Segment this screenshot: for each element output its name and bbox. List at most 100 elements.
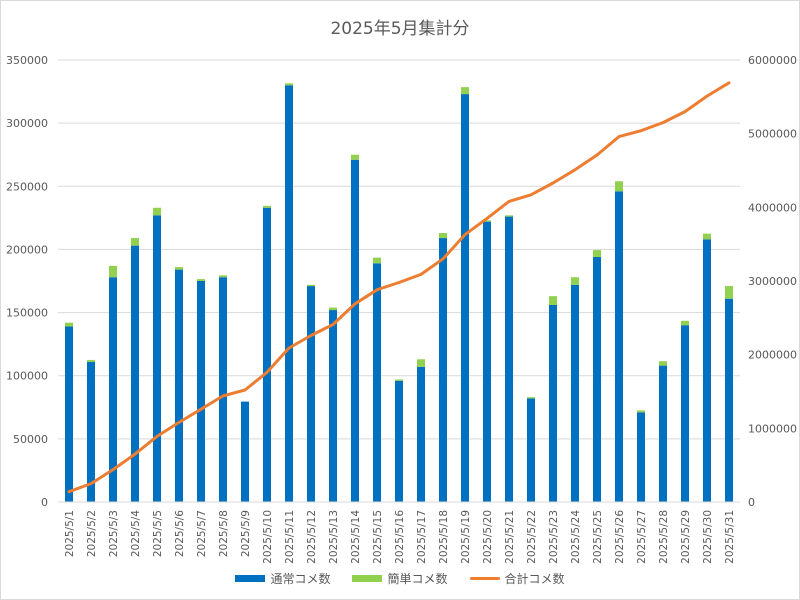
bar-simple [439,233,447,239]
bar-simple [681,320,689,326]
bar-simple [527,397,535,399]
bar-simple [285,83,293,86]
bar-normal [725,298,733,502]
legend-item-normal: 通常コメ数 [235,570,330,587]
x-tick-label: 2025/5/8 [218,510,230,557]
bar-normal [505,216,513,502]
y-left-tick-label: 100000 [6,370,48,383]
bar-simple [351,154,359,160]
bar-simple [131,238,139,246]
x-tick-label: 2025/5/26 [614,510,626,564]
y-left-tick-label: 0 [41,496,48,509]
x-tick-label: 2025/5/22 [526,510,538,564]
bar-simple [615,181,623,192]
bar-normal [307,286,315,502]
bar-simple [703,233,711,240]
bar-normal [285,85,293,502]
y-right-tick-label: 4000000 [748,201,797,214]
bar-simple [153,207,161,216]
x-tick-label: 2025/5/4 [130,510,142,557]
x-tick-label: 2025/5/12 [306,510,318,564]
bar-normal [571,284,579,502]
x-tick-label: 2025/5/2 [86,510,98,557]
x-tick-label: 2025/5/30 [702,510,714,564]
legend-label-simple: 簡単コメ数 [387,572,448,586]
bar-simple [505,215,513,217]
bar-normal [87,361,95,502]
x-tick-label: 2025/5/24 [570,510,582,564]
y-right-tick-label: 6000000 [748,54,797,67]
x-tick-label: 2025/5/25 [592,510,604,564]
bar-normal [219,277,227,502]
y-left-tick-label: 350000 [6,54,48,67]
bar-normal [65,326,73,502]
bar-simple [263,205,271,208]
x-tick-label: 2025/5/20 [482,510,494,564]
legend-item-simple: 簡単コメ数 [352,570,448,587]
x-tick-label: 2025/5/31 [724,510,736,564]
bar-simple [571,277,579,285]
x-tick-label: 2025/5/10 [262,510,274,564]
bar-simple [109,265,117,278]
y-left-tick-label: 50000 [13,433,48,446]
y-left-tick-label: 250000 [6,180,48,193]
bar-normal [351,159,359,502]
bar-simple [219,275,227,278]
x-tick-label: 2025/5/13 [328,510,340,564]
y-right-tick-label: 5000000 [748,128,797,141]
x-tick-label: 2025/5/19 [460,510,472,564]
bar-normal [527,398,535,502]
x-tick-label: 2025/5/15 [372,510,384,564]
legend-item-total: 合計コメ数 [469,570,565,587]
bar-simple [175,267,183,270]
bar-normal [681,325,689,502]
bar-normal [417,366,425,502]
x-tick-label: 2025/5/16 [394,510,406,564]
legend: 通常コメ数 簡単コメ数 合計コメ数 [0,570,800,587]
legend-swatch-normal [235,575,266,582]
bar-simple [659,361,667,366]
bar-normal [131,245,139,502]
y-left-tick-label: 300000 [6,117,48,130]
y-left-tick-label: 200000 [6,243,48,256]
y-right-tick-label: 2000000 [748,349,797,362]
x-tick-label: 2025/5/17 [416,510,428,564]
bar-normal [197,281,205,502]
bar-normal [329,310,337,502]
x-tick-label: 2025/5/5 [152,510,164,557]
x-tick-label: 2025/5/7 [196,510,208,557]
bar-simple [725,286,733,299]
bar-normal [439,238,447,502]
x-tick-label: 2025/5/6 [174,510,186,557]
bar-simple [329,307,337,311]
bar-simple [483,220,491,222]
bar-simple [637,410,645,413]
x-tick-label: 2025/5/1 [64,510,76,557]
bar-normal [263,207,271,503]
chart-title: 2025年5月集計分 [330,19,470,39]
bar-normal [175,269,183,502]
bar-normal [593,257,601,502]
x-tick-label: 2025/5/18 [438,510,450,564]
y-left-tick-label: 150000 [6,307,48,320]
series-line-total [67,81,731,494]
bar-normal [373,263,381,502]
bar-simple [65,322,73,327]
bar-simple [549,296,557,305]
x-tick-label: 2025/5/21 [504,510,516,564]
bar-normal [153,215,161,502]
bar-normal [461,94,469,503]
bar-normal [637,412,645,502]
legend-label-normal: 通常コメ数 [270,572,331,586]
bar-simple [373,257,381,264]
x-tick-label: 2025/5/14 [350,510,362,564]
y-right-tick-label: 0 [748,496,755,509]
bar-normal [395,380,403,502]
x-tick-label: 2025/5/29 [680,510,692,564]
bar-simple [461,87,469,95]
bar-simple [395,379,403,381]
bar-normal [549,304,557,502]
legend-swatch-simple [352,575,383,582]
bar-normal [659,365,667,502]
